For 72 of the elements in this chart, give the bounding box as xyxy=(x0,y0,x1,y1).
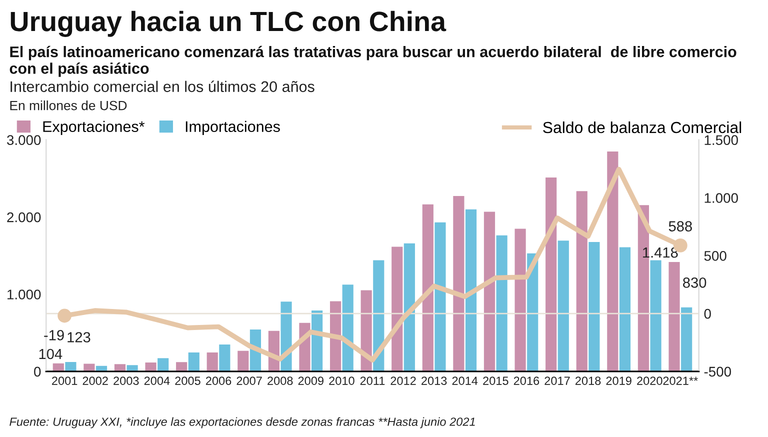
x-tick-label: 2015 xyxy=(483,376,508,385)
data-label: 104 xyxy=(39,348,62,360)
text: Intercambio comercial en los últimos 20 años xyxy=(10,80,314,92)
x-tick-label: 2002 xyxy=(82,376,108,385)
x-tick-label: 2008 xyxy=(268,376,293,385)
x-tick-label: 2016 xyxy=(514,376,540,385)
bar xyxy=(206,352,218,372)
y2-tick-label: -500 xyxy=(704,366,731,377)
bar xyxy=(145,362,156,372)
bar xyxy=(422,204,434,372)
bar xyxy=(681,307,692,372)
bar xyxy=(219,344,230,372)
x-tick-label: 2010 xyxy=(329,376,354,385)
bar xyxy=(546,177,557,372)
source-note: Fuente: Uruguay XXI, *incluye las exportaciones desde zonas francas **Hasta junio 2021 xyxy=(10,417,475,428)
x-tick-label: 2005 xyxy=(175,376,200,385)
y-tick-label: 1.000 xyxy=(8,290,41,300)
bar xyxy=(373,260,384,372)
bar xyxy=(453,196,464,372)
bar xyxy=(280,302,292,372)
x-tick-label: 2013 xyxy=(422,376,447,385)
y2-tick-label: 0 xyxy=(704,308,711,319)
x-tick-label: 2020 xyxy=(637,376,662,385)
text: En millones de USD xyxy=(10,100,127,110)
x-tick-label: 2007 xyxy=(236,376,262,385)
x-tick-label: 2017 xyxy=(544,376,570,385)
bar xyxy=(342,284,354,372)
bar xyxy=(434,222,446,372)
chart-subtitle: El país latinoamericano comenzará las tratativas para buscar un acuerdo bilateral de libre comercio con el país asiático xyxy=(10,46,736,77)
bar xyxy=(158,358,169,372)
x-tick-label: 2014 xyxy=(452,376,478,385)
legend-label: Saldo de balanza Comercial xyxy=(543,121,742,134)
data-label: 123 xyxy=(68,332,90,342)
legend-label: Exportaciones* xyxy=(43,120,145,136)
bar xyxy=(668,262,680,372)
x-tick-label: 2011 xyxy=(360,376,385,385)
x-tick-label: 2021** xyxy=(663,376,698,385)
y2-tick-label: 500 xyxy=(704,250,726,261)
x-tick-label: 2004 xyxy=(144,376,170,385)
bar xyxy=(496,235,508,372)
x-tick-label: 2009 xyxy=(298,376,324,385)
bar xyxy=(465,209,477,372)
data-label: 588 xyxy=(668,221,692,232)
bar xyxy=(588,242,600,372)
x-tick-label: 2019 xyxy=(606,376,632,385)
bar xyxy=(404,243,415,372)
y-tick-label: 2.000 xyxy=(7,212,41,222)
y-tick-label: 0 xyxy=(34,366,41,377)
y2-tick-label: 1.000 xyxy=(704,193,738,203)
data-label: 830 xyxy=(683,277,706,288)
bar xyxy=(558,240,569,372)
x-tick-label: 2018 xyxy=(575,376,601,385)
y2-tick-label: 1.500 xyxy=(704,135,738,146)
bar xyxy=(65,362,76,372)
bar xyxy=(188,352,200,372)
x-tick-label: 2006 xyxy=(206,376,232,385)
y-tick-label: 3.000 xyxy=(6,135,41,146)
bar xyxy=(619,247,631,372)
data-label: -19 xyxy=(44,330,64,340)
bar xyxy=(392,246,403,372)
legend-label: Importaciones xyxy=(186,120,280,136)
x-tick-label: 2012 xyxy=(390,376,416,385)
x-tick-label: 2003 xyxy=(114,376,139,385)
bar xyxy=(238,350,249,372)
bar xyxy=(484,212,496,372)
bar xyxy=(650,260,662,372)
bar xyxy=(176,362,188,372)
bar xyxy=(514,228,526,372)
bar xyxy=(607,152,618,372)
chart-title: Uruguay hacia un TLC con China xyxy=(10,10,446,37)
bar xyxy=(576,191,588,372)
x-tick-label: 2001 xyxy=(52,376,78,385)
